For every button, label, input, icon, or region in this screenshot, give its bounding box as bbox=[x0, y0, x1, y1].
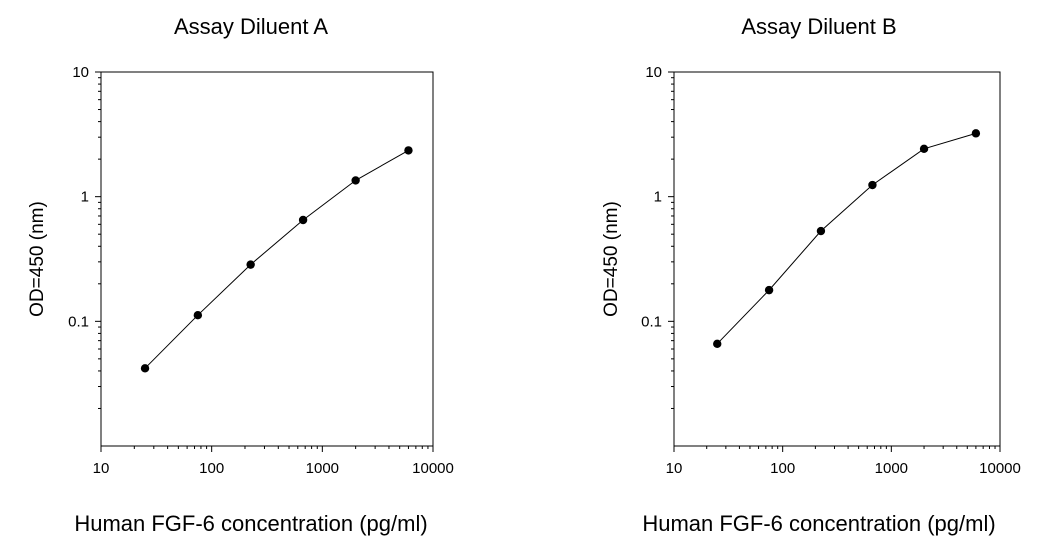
y-tick-label: 1 bbox=[654, 189, 662, 206]
data-point bbox=[298, 215, 308, 225]
data-point bbox=[351, 176, 360, 185]
data-point bbox=[919, 144, 929, 154]
plot-frame bbox=[100, 71, 434, 447]
x-tick-label: 1000 bbox=[306, 460, 339, 477]
x-tick-label: 1000 bbox=[875, 460, 908, 477]
x-tick-label: 10000 bbox=[979, 460, 1021, 477]
x-tick-label: 100 bbox=[199, 460, 224, 477]
series-line bbox=[144, 149, 409, 369]
y-tick-label: 0.1 bbox=[641, 313, 662, 330]
data-point bbox=[971, 129, 981, 138]
data-point bbox=[246, 260, 255, 269]
y-axis-label: OD=450 (nm) bbox=[27, 201, 48, 317]
data-point bbox=[713, 339, 722, 349]
x-axis-label: Human FGF-6 concentration (pg/ml) bbox=[642, 511, 995, 536]
data-point bbox=[764, 285, 774, 295]
y-tick-label: 10 bbox=[645, 64, 662, 81]
x-tick-label: 10 bbox=[93, 460, 110, 477]
x-tick-label: 100 bbox=[770, 460, 795, 477]
y-tick-label: 1 bbox=[81, 189, 89, 206]
y-tick-label: 10 bbox=[72, 64, 89, 81]
chart-title: Assay Diluent A bbox=[174, 14, 328, 39]
chart-panel-1: Assay Diluent A 10 100 1000 10000 0.1 1 10 Human… bbox=[27, 14, 454, 536]
data-point bbox=[140, 364, 150, 373]
y-tick-label: 0.1 bbox=[68, 313, 89, 330]
data-point bbox=[193, 310, 203, 320]
data-point bbox=[404, 146, 413, 155]
x-tick-label: 10 bbox=[666, 460, 683, 477]
chart-title: Assay Diluent B bbox=[741, 14, 896, 39]
data-point bbox=[816, 226, 826, 236]
chart-panel-2: Assay Diluent B 10 100 1000 10000 0.1 1 10 Human… bbox=[601, 14, 1021, 536]
y-axis-label: OD=450 (nm) bbox=[601, 201, 622, 317]
x-tick-label: 10000 bbox=[412, 460, 454, 477]
plot-frame bbox=[673, 71, 1001, 447]
x-axis-label: Human FGF-6 concentration (pg/ml) bbox=[74, 511, 427, 536]
series-line bbox=[716, 132, 977, 345]
data-point bbox=[868, 180, 877, 190]
